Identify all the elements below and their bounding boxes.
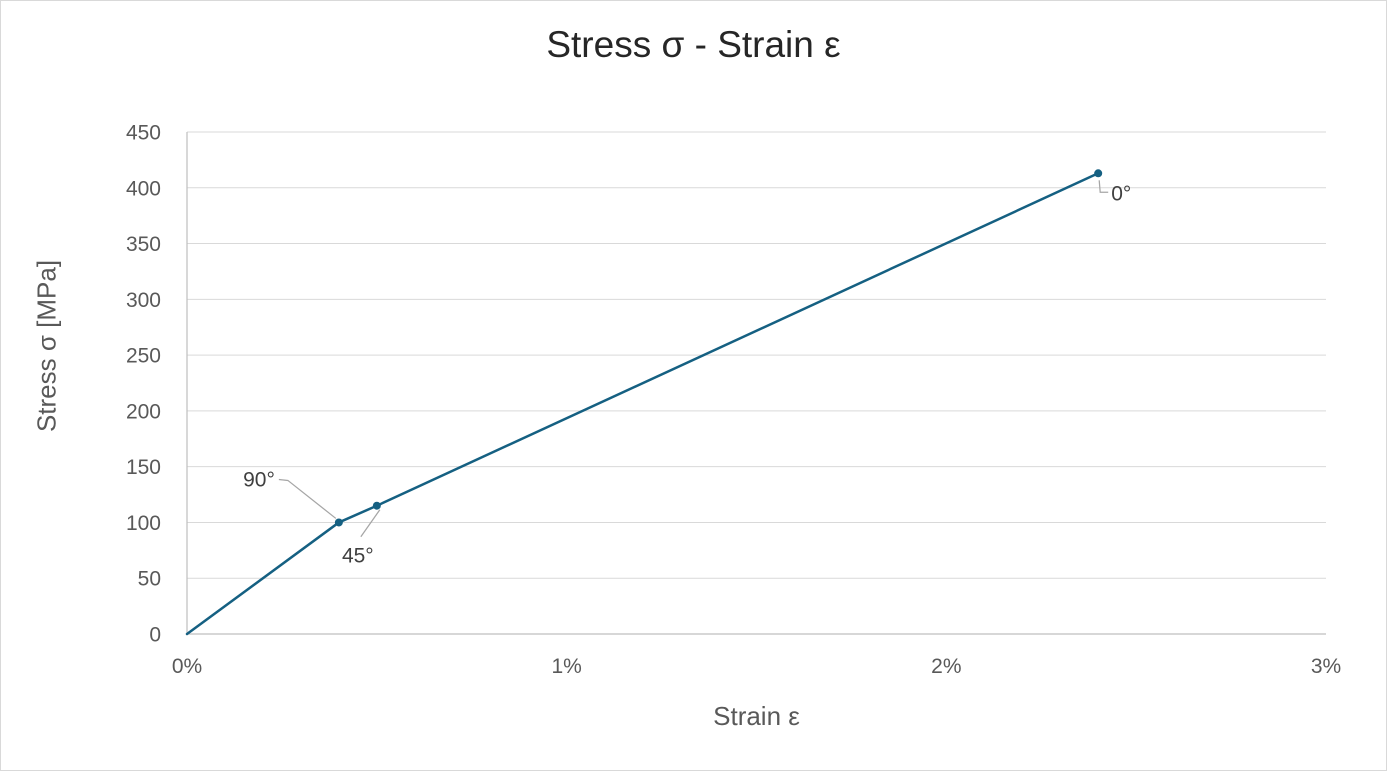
y-tick-label: 0	[149, 624, 161, 647]
data-point-marker	[1094, 169, 1103, 178]
x-axis-title: Strain ε	[713, 701, 800, 731]
data-label: 45°	[342, 545, 374, 568]
y-tick-label: 50	[138, 568, 161, 591]
y-tick-label: 450	[126, 122, 161, 145]
y-tick-label: 300	[126, 289, 161, 312]
x-tick-label: 2%	[931, 655, 961, 678]
x-tick-label: 0%	[172, 655, 202, 678]
annotation-leader-line	[1098, 180, 1109, 193]
y-tick-label: 150	[126, 456, 161, 479]
data-point-marker	[334, 518, 343, 527]
y-tick-label: 200	[126, 400, 161, 423]
data-label: 90°	[243, 468, 275, 491]
y-tick-label: 100	[126, 512, 161, 535]
y-tick-label: 250	[126, 345, 161, 368]
data-point-marker	[372, 501, 381, 510]
x-tick-label: 3%	[1311, 655, 1341, 678]
series-line	[185, 172, 1100, 636]
data-label: 0°	[1111, 182, 1131, 205]
x-tick-label: 1%	[551, 655, 581, 678]
y-tick-label: 350	[126, 233, 161, 256]
annotation-leader-line	[360, 509, 381, 538]
chart-title: Stress σ - Strain ε	[546, 24, 841, 65]
y-tick-label: 400	[126, 177, 161, 200]
annotation-leader-line	[278, 478, 337, 519]
